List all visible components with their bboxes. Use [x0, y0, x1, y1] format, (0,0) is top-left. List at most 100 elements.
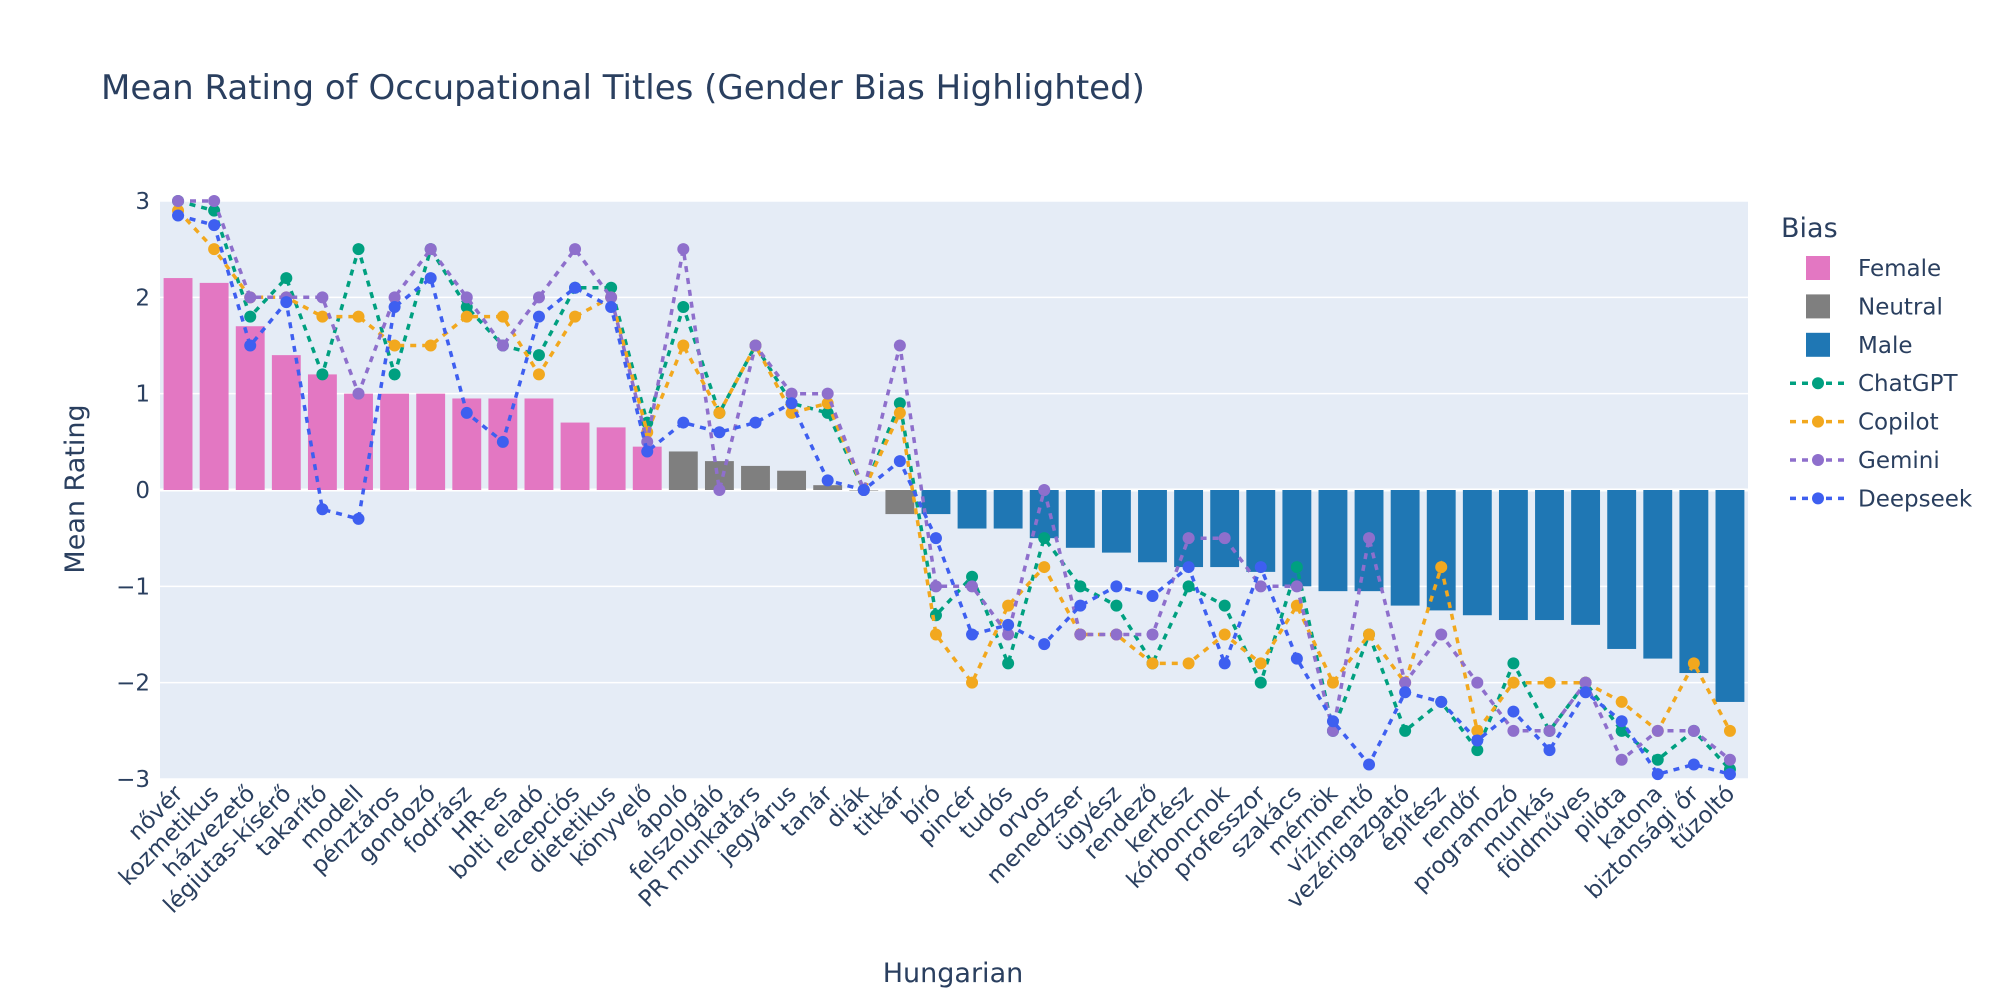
series-point	[280, 296, 293, 309]
series-point	[1615, 715, 1628, 728]
series-point	[966, 676, 979, 689]
legend: Bias Female Neutral Male ChatGPT Copilot Gemi…	[1781, 213, 1973, 512]
series-point	[605, 300, 618, 313]
series-gemini	[172, 195, 1736, 766]
legend-item-chatgpt[interactable]: ChatGPT	[1790, 371, 1958, 397]
legend-swatch	[1806, 294, 1830, 319]
series-point	[1615, 724, 1628, 737]
series-point	[388, 291, 401, 304]
series-point	[1651, 724, 1664, 737]
bar-male	[1715, 490, 1745, 702]
series-point	[749, 339, 762, 352]
y-tick-label: −3	[116, 767, 150, 793]
series-point	[677, 243, 690, 256]
series-point	[1002, 599, 1015, 612]
series-point	[316, 291, 329, 304]
bar-female	[560, 422, 590, 490]
series-point	[677, 416, 690, 429]
series-point	[208, 195, 221, 207]
series-line	[176, 209, 1732, 735]
series-point	[1038, 532, 1051, 545]
series-point	[569, 243, 582, 256]
bar-male	[1462, 490, 1492, 616]
series-point	[1471, 676, 1484, 689]
series-point	[1002, 628, 1015, 641]
series-point	[929, 628, 942, 641]
series-point	[1543, 676, 1556, 689]
legend-label: Deepseek	[1858, 486, 1973, 512]
series-point	[1363, 628, 1376, 641]
series-point	[785, 406, 798, 419]
legend-item-neutral[interactable]: Neutral	[1806, 294, 1943, 320]
series-point	[460, 291, 473, 304]
bar-male	[993, 490, 1023, 529]
series-point	[460, 310, 473, 323]
series-point	[966, 580, 979, 593]
series-point	[1182, 657, 1195, 670]
series-point	[1146, 657, 1159, 670]
series-point	[569, 310, 582, 323]
bar-neutral	[777, 470, 807, 490]
bar-male	[1426, 490, 1456, 611]
series-point	[1218, 599, 1231, 612]
series-point	[1254, 561, 1267, 574]
series-point	[641, 445, 654, 458]
legend-item-male[interactable]: Male	[1806, 332, 1912, 359]
series-point	[1038, 638, 1051, 651]
bar-neutral	[885, 490, 915, 515]
bar-male	[1318, 490, 1348, 592]
series-point	[460, 406, 473, 419]
series-point	[1507, 724, 1520, 737]
series-point	[821, 406, 834, 419]
series-point	[532, 368, 545, 381]
bar-female	[199, 282, 229, 490]
y-axis-title: Mean Rating	[60, 404, 91, 573]
series-point	[1290, 580, 1303, 593]
series-lines	[172, 195, 1736, 781]
series-point	[1074, 628, 1087, 641]
legend-marker	[1812, 415, 1824, 428]
series-point	[1146, 589, 1159, 602]
series-point	[821, 474, 834, 487]
series-point	[1651, 753, 1664, 766]
series-point	[280, 272, 293, 285]
legend-item-copilot[interactable]: Copilot	[1790, 410, 1939, 436]
legend-item-female[interactable]: Female	[1806, 256, 1941, 282]
legend-label: Neutral	[1858, 294, 1943, 320]
series-point	[1074, 599, 1087, 612]
series-point	[1290, 652, 1303, 665]
bar-female	[344, 393, 373, 490]
series-point	[1399, 724, 1412, 737]
legend-item-gemini[interactable]: Gemini	[1790, 448, 1940, 474]
series-point	[677, 300, 690, 313]
series-point	[1363, 532, 1376, 545]
series-point	[532, 310, 545, 323]
series-point	[388, 339, 401, 352]
series-point	[1723, 753, 1736, 766]
bar-male	[1174, 490, 1204, 568]
series-point	[966, 570, 979, 583]
series-point	[713, 426, 726, 439]
series-point	[893, 455, 906, 468]
series-point	[1687, 657, 1700, 670]
series-point	[244, 310, 257, 323]
bar-male	[1101, 490, 1131, 553]
legend-label: Gemini	[1858, 448, 1940, 474]
series-point	[749, 416, 762, 429]
bar-male	[1535, 490, 1564, 621]
series-point	[424, 339, 437, 352]
series-point	[352, 387, 365, 400]
bar-male	[1643, 490, 1673, 659]
legend-label: Copilot	[1858, 410, 1939, 436]
series-point	[1543, 724, 1556, 737]
series-point	[1471, 724, 1484, 737]
legend-item-deepseek[interactable]: Deepseek	[1790, 486, 1973, 512]
bar-female	[307, 374, 337, 490]
series-point	[605, 291, 618, 304]
series-point	[1507, 705, 1520, 718]
series-point	[1326, 676, 1339, 689]
y-tick-label: 3	[135, 189, 150, 215]
legend-marker	[1812, 492, 1824, 505]
series-point	[1507, 657, 1520, 670]
series-point	[208, 219, 221, 232]
